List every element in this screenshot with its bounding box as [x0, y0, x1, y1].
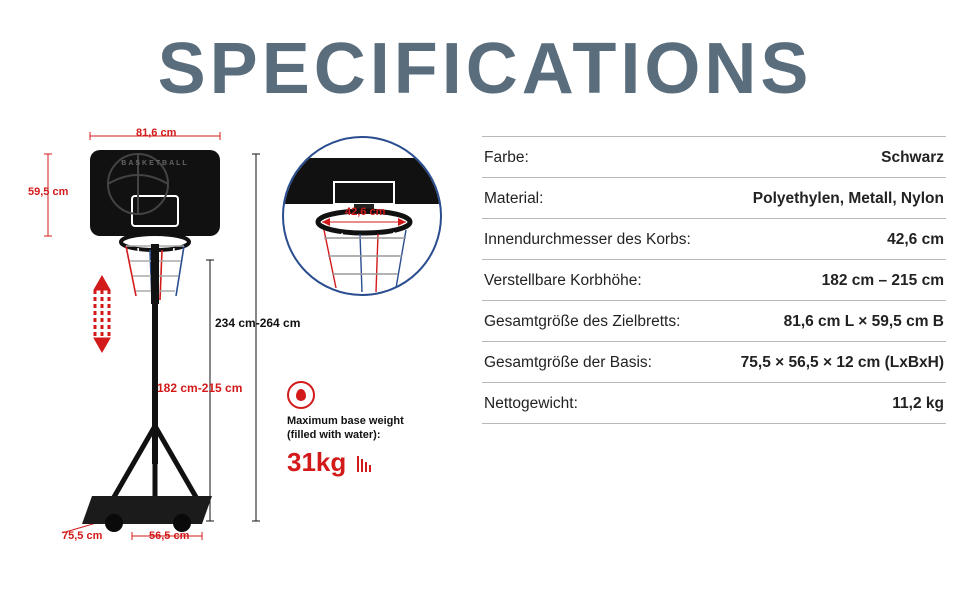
- spec-label: Farbe:: [484, 149, 529, 167]
- water-drop-icon: [287, 381, 315, 409]
- max-base-weight: Maximum base weight (filled with water):…: [287, 381, 437, 478]
- max-weight-value: 31kg: [287, 447, 346, 478]
- spec-row: Gesamtgröße des Zielbretts: 81,6 cm L × …: [482, 301, 946, 342]
- svg-text:BASKETBALL: BASKETBALL: [121, 160, 188, 167]
- diagram-panel: BASKETBALL: [32, 126, 462, 546]
- dim-backboard-width: 81,6 cm: [136, 127, 176, 139]
- weight-bars-icon: [355, 454, 371, 472]
- spec-value: 42,6 cm: [887, 231, 944, 249]
- dim-base-depth: 75,5 cm: [62, 530, 102, 542]
- spec-table: Farbe: Schwarz Material: Polyethylen, Me…: [482, 126, 946, 546]
- content-row: BASKETBALL: [0, 126, 970, 546]
- dim-total-height: 234 cm-264 cm: [215, 316, 300, 330]
- spec-value: Polyethylen, Metall, Nylon: [753, 190, 944, 208]
- page-title: SPECIFICATIONS: [0, 0, 970, 126]
- spec-value: 75,5 × 56,5 × 12 cm (LxBxH): [741, 354, 944, 372]
- spec-row: Gesamtgröße der Basis: 75,5 × 56,5 × 12 …: [482, 342, 946, 383]
- spec-row: Verstellbare Korbhöhe: 182 cm – 215 cm: [482, 260, 946, 301]
- spec-value: 81,6 cm L × 59,5 cm B: [784, 313, 944, 331]
- spec-row: Innendurchmesser des Korbs: 42,6 cm: [482, 219, 946, 260]
- hoop-diagram: BASKETBALL: [32, 126, 282, 546]
- max-weight-label-1: Maximum base weight: [287, 415, 437, 429]
- spec-label: Material:: [484, 190, 543, 208]
- spec-value: Schwarz: [881, 149, 944, 167]
- spec-value: 11,2 kg: [892, 395, 944, 413]
- spec-row: Nettogewicht: 11,2 kg: [482, 383, 946, 424]
- max-weight-label-2: (filled with water):: [287, 429, 437, 443]
- spec-label: Verstellbare Korbhöhe:: [484, 272, 642, 290]
- spec-label: Innendurchmesser des Korbs:: [484, 231, 691, 249]
- dim-rim-diameter: 42,6 cm: [345, 206, 385, 218]
- spec-label: Gesamtgröße des Zielbretts:: [484, 313, 680, 331]
- rim-inset: 42,6 cm: [282, 136, 442, 296]
- dim-base-width: 56,5 cm: [149, 530, 189, 542]
- spec-row: Material: Polyethylen, Metall, Nylon: [482, 178, 946, 219]
- dim-hoop-height: 182 cm-215 cm: [157, 381, 242, 395]
- spec-label: Nettogewicht:: [484, 395, 578, 413]
- spec-label: Gesamtgröße der Basis:: [484, 354, 652, 372]
- dim-backboard-height: 59,5 cm: [28, 186, 68, 198]
- spec-row: Farbe: Schwarz: [482, 136, 946, 178]
- spec-value: 182 cm – 215 cm: [822, 272, 944, 290]
